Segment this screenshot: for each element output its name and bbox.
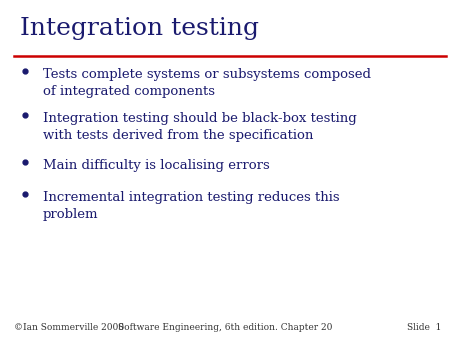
Text: Software Engineering, 6th edition. Chapter 20: Software Engineering, 6th edition. Chapt… (118, 323, 332, 332)
Text: Integration testing: Integration testing (20, 17, 259, 40)
Text: ©Ian Sommerville 2000: ©Ian Sommerville 2000 (14, 323, 123, 332)
Text: Tests complete systems or subsystems composed
of integrated components: Tests complete systems or subsystems com… (43, 68, 371, 98)
Text: Integration testing should be black-box testing
with tests derived from the spec: Integration testing should be black-box … (43, 112, 356, 142)
Text: Main difficulty is localising errors: Main difficulty is localising errors (43, 159, 270, 172)
Text: Slide  1: Slide 1 (407, 323, 441, 332)
Text: Incremental integration testing reduces this
problem: Incremental integration testing reduces … (43, 191, 339, 221)
